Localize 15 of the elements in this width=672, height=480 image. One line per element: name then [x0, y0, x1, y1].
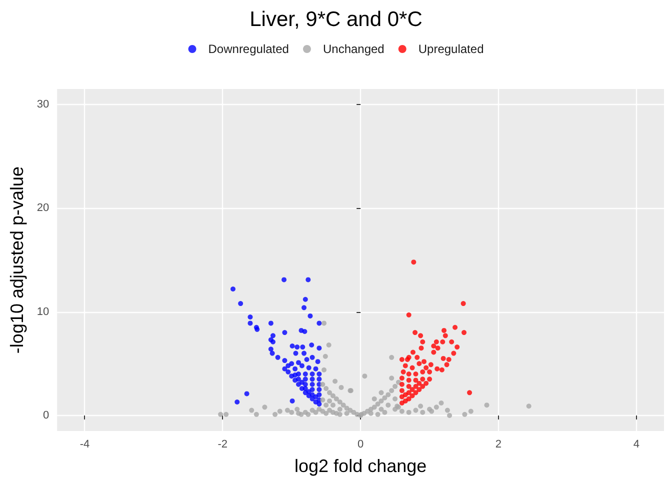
- legend-label: Upregulated: [418, 42, 484, 56]
- y-tick-label: 30: [36, 98, 50, 111]
- x-tick-label: 2: [495, 438, 502, 450]
- y-tick-label: 0: [43, 409, 50, 422]
- y-axis-title: -log10 adjusted p-value: [7, 166, 27, 354]
- x-tick-label: -4: [80, 438, 90, 450]
- y-tick-label: 10: [36, 306, 50, 318]
- legend-label: Downregulated: [208, 42, 289, 56]
- x-tick-label: 0: [358, 438, 364, 450]
- x-axis-title: log2 fold change: [294, 456, 427, 476]
- y-tick-label: 20: [36, 202, 50, 214]
- chart-title: Liver, 9*C and 0*C: [250, 8, 422, 31]
- x-tick-label: 4: [633, 438, 640, 450]
- x-tick-label: -2: [218, 438, 228, 450]
- legend-label: Unchanged: [322, 42, 384, 56]
